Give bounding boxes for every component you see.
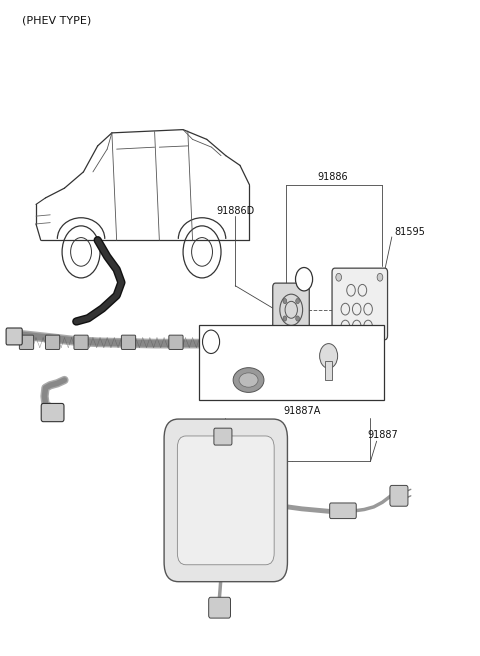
FancyBboxPatch shape <box>6 328 22 345</box>
FancyBboxPatch shape <box>164 419 288 582</box>
FancyBboxPatch shape <box>332 268 387 340</box>
FancyBboxPatch shape <box>169 335 183 350</box>
Text: 91887: 91887 <box>367 430 398 440</box>
Text: 81595: 81595 <box>395 227 425 237</box>
Circle shape <box>296 298 300 304</box>
FancyBboxPatch shape <box>46 335 60 350</box>
Text: 11254: 11254 <box>314 337 348 347</box>
Circle shape <box>336 274 342 281</box>
FancyBboxPatch shape <box>209 597 230 618</box>
FancyBboxPatch shape <box>273 283 309 340</box>
Text: 91886D: 91886D <box>216 206 254 216</box>
FancyBboxPatch shape <box>250 335 264 350</box>
Circle shape <box>296 316 300 321</box>
Text: 91999B: 91999B <box>247 337 288 347</box>
FancyBboxPatch shape <box>214 428 232 445</box>
Text: 91886: 91886 <box>317 172 348 182</box>
Circle shape <box>283 316 287 321</box>
Text: 91999A: 91999A <box>199 430 236 440</box>
Text: a: a <box>208 337 214 346</box>
Bar <box>199 325 384 400</box>
FancyBboxPatch shape <box>74 335 88 350</box>
Text: 91887A: 91887A <box>283 406 320 417</box>
FancyBboxPatch shape <box>121 335 136 350</box>
Text: (PHEV TYPE): (PHEV TYPE) <box>22 16 91 26</box>
Circle shape <box>203 330 219 354</box>
Bar <box>325 361 332 380</box>
Circle shape <box>283 298 287 304</box>
FancyBboxPatch shape <box>19 335 34 350</box>
Ellipse shape <box>233 367 264 392</box>
FancyBboxPatch shape <box>216 335 230 350</box>
FancyBboxPatch shape <box>330 503 356 519</box>
Text: EV CABLE: EV CABLE <box>214 506 238 511</box>
Circle shape <box>296 268 312 291</box>
FancyBboxPatch shape <box>178 436 274 565</box>
FancyBboxPatch shape <box>390 485 408 506</box>
Circle shape <box>320 344 337 368</box>
Ellipse shape <box>239 373 258 387</box>
Text: a: a <box>301 275 307 283</box>
FancyBboxPatch shape <box>41 403 64 422</box>
Circle shape <box>377 274 383 281</box>
